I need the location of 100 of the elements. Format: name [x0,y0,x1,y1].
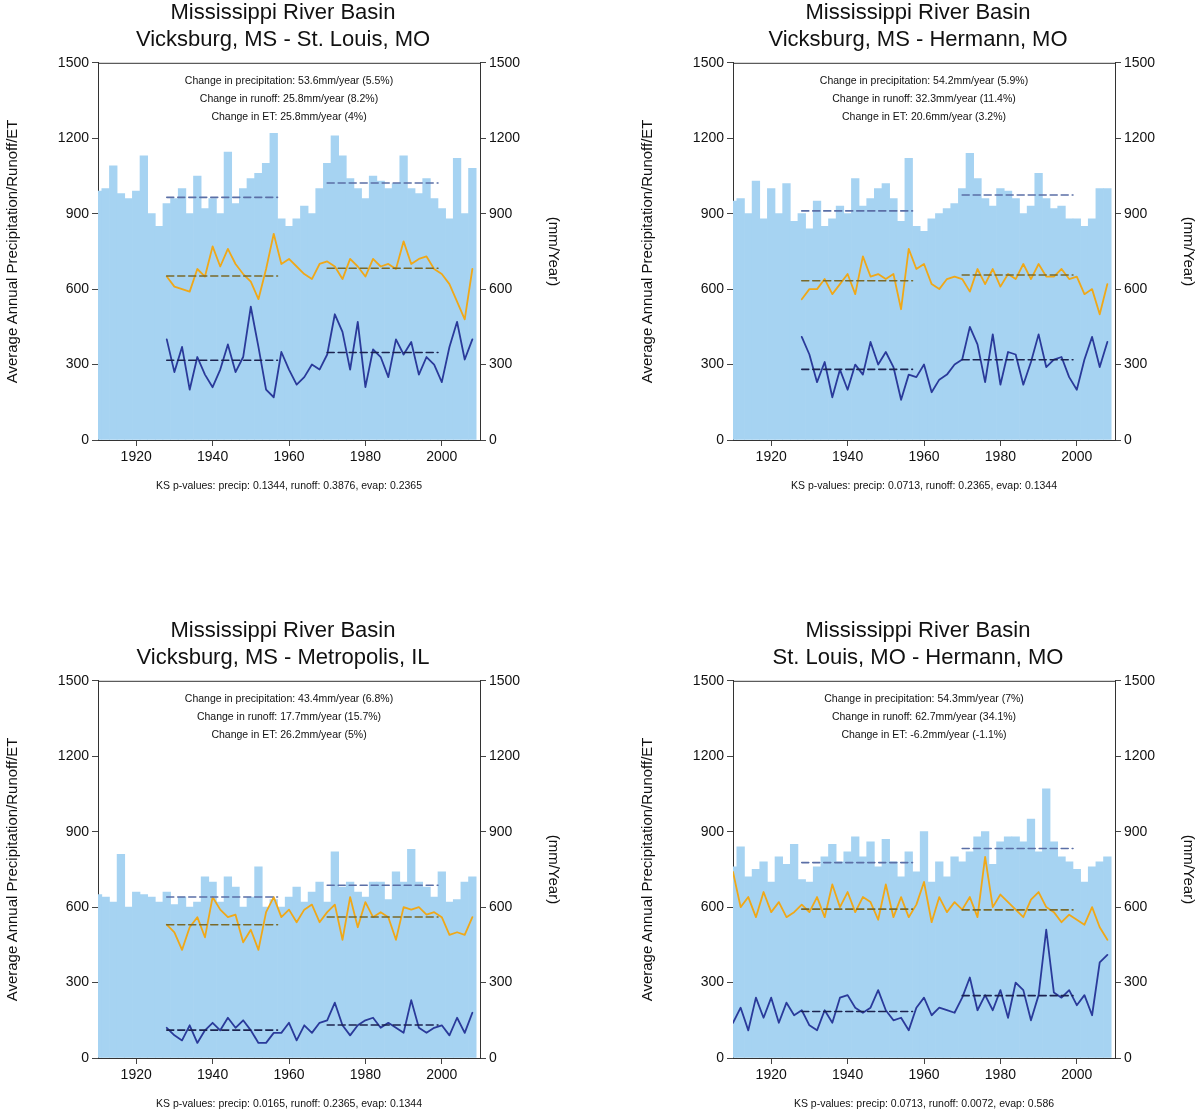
x-tick-label: 1920 [755,448,787,465]
y-tick-label: 600 [700,897,725,914]
x-tick-label: 1980 [984,448,1017,465]
annotation: Change in runoff: 25.8mm/year (8.2%) [199,91,379,104]
annotation: Change in runoff: 17.7mm/year (15.7%) [196,709,382,722]
y-tick-label: 600 [65,279,90,296]
x-tick-label: 2000 [1061,448,1093,465]
y2-tick-label: 1500 [1124,671,1156,688]
x-tick-label: 1940 [197,1066,229,1083]
y-axis-title: Average Annual Precipitation/Runoff/ET [3,737,21,1002]
y-tick-label: 0 [716,1048,725,1065]
y-tick-label: 300 [700,973,725,990]
chart-subtitle: Vicksburg, MS - St. Louis, MO [135,25,431,51]
chart-subtitle: Vicksburg, MS - Hermann, MO [768,25,1068,51]
y-tick-label: 600 [65,897,90,914]
text: KS p-values: precip: 0.0713, runoff: 0.2365, evap: 0.1344 [791,478,1058,491]
text: KS p-values: precip: 0.0713, runoff: 0.0072, evap: 0.586 [793,1096,1055,1109]
x-tick-label: 2000 [1061,1066,1093,1083]
x-tick-label: 1940 [197,448,229,465]
y-tick-label: 1500 [692,53,725,70]
x-tick-label: 1960 [908,1066,940,1083]
y-tick-label: 1500 [57,671,90,688]
y-tick-label: 600 [700,279,725,296]
y2-tick-label: 0 [489,1048,497,1065]
x-tick-label: 1960 [908,448,940,465]
text: KS p-values: precip: 0.1344, runoff: 0.3876, evap: 0.2365 [156,478,423,491]
annotation: Change in precipitation: 53.6mm/year (5.5%) [184,73,394,86]
y2-tick-label: 300 [1124,355,1148,372]
y-axis-title: Average Annual Precipitation/Runoff/ET [3,119,21,384]
x-tick-label: 1980 [984,1066,1017,1083]
y-tick-label: 900 [65,204,90,221]
chart-title: Mississippi River Basin [170,0,396,25]
y2-axis-title: (mm/Year) [545,216,563,287]
text: KS p-values: precip: 0.0165, runoff: 0.2365, evap: 0.1344 [156,1096,423,1109]
y-tick-label: 300 [65,355,90,372]
y2-tick-label: 300 [489,355,513,372]
y2-tick-label: 1200 [489,129,521,146]
x-tick-label: 1940 [832,448,864,465]
y2-tick-label: 0 [1124,1048,1132,1065]
y-tick-label: 1500 [692,671,725,688]
y-axis-title: Average Annual Precipitation/Runoff/ET [638,737,656,1002]
y2-tick-label: 600 [489,279,513,296]
y-tick-label: 1200 [57,747,90,764]
y2-tick-label: 1500 [489,53,521,70]
annotation: Change in precipitation: 43.4mm/year (6.8%) [184,691,394,704]
x-tick-label: 1980 [349,448,382,465]
y-tick-label: 1200 [692,129,725,146]
y2-tick-label: 900 [489,822,513,839]
y2-axis-title: (mm/Year) [1180,834,1198,905]
x-tick-label: 1920 [755,1066,787,1083]
y-tick-label: 900 [700,822,725,839]
x-tick-label: 1940 [832,1066,864,1083]
annotation: Change in ET: 26.2mm/year (5%) [211,727,367,740]
y2-tick-label: 0 [1124,430,1132,447]
y2-tick-label: 600 [1124,279,1148,296]
x-tick-label: 1980 [349,1066,382,1083]
x-tick-label: 2000 [426,448,458,465]
annotation: Change in runoff: 62.7mm/year (34.1%) [831,709,1017,722]
y-tick-label: 0 [81,1048,90,1065]
x-tick-label: 2000 [426,1066,458,1083]
y-tick-label: 300 [65,973,90,990]
y-tick-label: 1200 [692,747,725,764]
y-tick-label: 0 [716,430,725,447]
y-tick-label: 0 [81,430,90,447]
annotation: Change in ET: -6.2mm/year (-1.1%) [841,727,1007,740]
y-tick-label: 300 [700,355,725,372]
y-tick-label: 900 [700,204,725,221]
chart-subtitle: St. Louis, MO - Hermann, MO [772,643,1064,669]
x-tick-label: 1920 [120,448,152,465]
y2-tick-label: 0 [489,430,497,447]
y2-tick-label: 600 [1124,897,1148,914]
chart-title: Mississippi River Basin [170,617,396,643]
y-tick-label: 900 [65,822,90,839]
chart-title: Mississippi River Basin [805,617,1031,643]
chart-title: Mississippi River Basin [805,0,1031,25]
y-axis-title: Average Annual Precipitation/Runoff/ET [638,119,656,384]
y2-tick-label: 300 [1124,973,1148,990]
y2-tick-label: 1500 [489,671,521,688]
y-tick-label: 1200 [57,129,90,146]
y2-tick-label: 600 [489,897,513,914]
y2-tick-label: 900 [1124,204,1148,221]
x-tick-label: 1920 [120,1066,152,1083]
y2-axis-title: (mm/Year) [545,834,563,905]
annotation: Change in ET: 20.6mm/year (3.2%) [842,109,1006,122]
y2-tick-label: 1500 [1124,53,1156,70]
annotation: Change in precipitation: 54.2mm/year (5.9%) [819,73,1029,86]
annotation: Change in runoff: 32.3mm/year (11.4%) [832,91,1016,104]
y-tick-label: 1500 [57,53,90,70]
y2-tick-label: 1200 [489,747,521,764]
y2-tick-label: 1200 [1124,129,1156,146]
y2-tick-label: 300 [489,973,513,990]
x-tick-label: 1960 [273,1066,305,1083]
y2-tick-label: 900 [1124,822,1148,839]
y2-axis-title: (mm/Year) [1180,216,1198,287]
annotation: Change in precipitation: 54.3mm/year (7%) [824,691,1024,704]
y2-tick-label: 1200 [1124,747,1156,764]
x-tick-label: 1960 [273,448,305,465]
y2-tick-label: 900 [489,204,513,221]
chart-subtitle: Vicksburg, MS - Metropolis, IL [136,643,430,669]
annotation: Change in ET: 25.8mm/year (4%) [211,109,367,122]
